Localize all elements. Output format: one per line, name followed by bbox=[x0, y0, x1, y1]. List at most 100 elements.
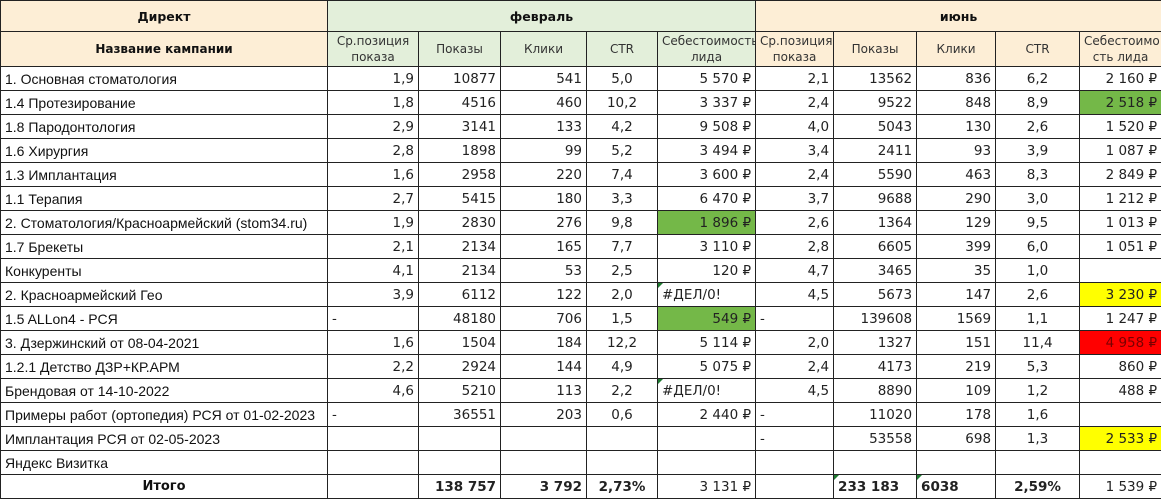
february-header[interactable]: февраль bbox=[326, 0, 757, 32]
jun-lead-cost-cell[interactable]: 3 230 ₽ bbox=[1079, 282, 1161, 307]
feb-clicks-cell[interactable] bbox=[500, 426, 587, 451]
feb-impressions-cell[interactable]: 5210 bbox=[418, 378, 501, 403]
feb-ctr-cell[interactable]: 4,9 bbox=[586, 354, 658, 379]
feb-avg-position-header[interactable]: Ср.позиция показа bbox=[327, 31, 419, 67]
feb-lead-cost-cell[interactable] bbox=[656, 426, 757, 451]
jun-clicks-cell[interactable] bbox=[916, 450, 997, 475]
jun-clicks-cell[interactable]: 698 bbox=[916, 426, 997, 451]
feb-ctr-cell[interactable]: 7,4 bbox=[586, 162, 658, 187]
jun-ctr-cell[interactable]: 9,5 bbox=[995, 210, 1081, 235]
jun-clicks-cell[interactable]: 178 bbox=[916, 402, 997, 427]
jun-avg-position-cell[interactable]: 2,4 bbox=[755, 162, 835, 187]
feb-ctr-cell[interactable]: 10,2 bbox=[586, 90, 658, 115]
jun-clicks-cell[interactable]: 151 bbox=[916, 330, 997, 355]
jun-avg-position-cell[interactable]: - bbox=[755, 426, 835, 451]
campaign-name-cell[interactable]: 3. Дзержинский от 08-04-2021 bbox=[0, 330, 328, 355]
jun-avg-position-cell[interactable]: 2,6 bbox=[755, 210, 835, 235]
jun-clicks-cell[interactable]: 147 bbox=[916, 282, 997, 307]
feb-avg-position-cell[interactable]: - bbox=[327, 306, 419, 331]
jun-impressions-cell[interactable]: 9688 bbox=[833, 186, 918, 211]
campaign-name-cell[interactable]: Примеры работ (ортопедия) РСЯ от 01-02-2… bbox=[0, 402, 328, 427]
jun-impressions-cell[interactable]: 13562 bbox=[833, 66, 918, 91]
jun-ctr-cell[interactable]: 1,6 bbox=[995, 402, 1081, 427]
jun-lead-cost-cell[interactable]: 4 958 ₽ bbox=[1079, 330, 1161, 355]
feb-impressions-header[interactable]: Показы bbox=[418, 31, 501, 67]
feb-lead-cost-cell[interactable]: 3 337 ₽ bbox=[656, 90, 757, 115]
feb-ctr-cell[interactable]: 4,2 bbox=[586, 114, 658, 139]
jun-avg-position-cell[interactable]: 3,4 bbox=[755, 138, 835, 163]
jun-clicks-cell[interactable]: 35 bbox=[916, 258, 997, 283]
feb-impressions-cell[interactable]: 10877 bbox=[418, 66, 501, 91]
feb-clicks-cell[interactable]: 184 bbox=[500, 330, 587, 355]
feb-lead-cost-cell[interactable]: 5 114 ₽ bbox=[656, 330, 757, 355]
feb-ctr-cell[interactable]: 7,7 bbox=[586, 234, 658, 259]
jun-ctr-cell[interactable]: 1,1 bbox=[995, 306, 1081, 331]
feb-lead-cost-cell[interactable]: 3 110 ₽ bbox=[656, 234, 757, 259]
feb-lead-cost-cell[interactable]: 2 440 ₽ bbox=[656, 402, 757, 427]
jun-avg-position-cell[interactable]: 3,7 bbox=[755, 186, 835, 211]
feb-ctr-cell[interactable]: 1,5 bbox=[586, 306, 658, 331]
campaign-name-cell[interactable]: 1.7 Брекеты bbox=[0, 234, 328, 259]
jun-clicks-header[interactable]: Клики bbox=[916, 31, 997, 67]
feb-ctr-cell[interactable]: 2,5 bbox=[586, 258, 658, 283]
feb-lead-cost-cell[interactable]: #ДЕЛ/0! bbox=[656, 378, 757, 403]
campaign-name-cell[interactable]: 1. Основная стоматология bbox=[0, 66, 328, 91]
feb-impressions-cell[interactable]: 2924 bbox=[418, 354, 501, 379]
jun-lead-cost-cell[interactable] bbox=[1079, 402, 1161, 427]
feb-clicks-cell[interactable]: 144 bbox=[500, 354, 587, 379]
jun-ctr-cell[interactable]: 8,9 bbox=[995, 90, 1081, 115]
jun-ctr-cell[interactable]: 6,0 bbox=[995, 234, 1081, 259]
feb-avg-position-cell[interactable] bbox=[327, 426, 419, 451]
jun-ctr-cell[interactable]: 5,3 bbox=[995, 354, 1081, 379]
feb-total-lead-cost[interactable]: 3 131 ₽ bbox=[656, 474, 757, 499]
feb-avg-position-cell[interactable]: 2,2 bbox=[327, 354, 419, 379]
jun-impressions-cell[interactable]: 9522 bbox=[833, 90, 918, 115]
campaign-name-cell[interactable]: 1.4 Протезирование bbox=[0, 90, 328, 115]
jun-ctr-cell[interactable]: 1,0 bbox=[995, 258, 1081, 283]
campaign-name-cell[interactable]: Конкуренты bbox=[0, 258, 328, 283]
jun-total-ctr[interactable]: 2,59% bbox=[995, 474, 1081, 499]
direct-header[interactable]: Директ bbox=[0, 0, 328, 32]
feb-ctr-cell[interactable]: 3,3 bbox=[586, 186, 658, 211]
feb-ctr-cell[interactable] bbox=[586, 450, 658, 475]
feb-clicks-header[interactable]: Клики bbox=[500, 31, 587, 67]
jun-total-impressions[interactable]: 233 183 bbox=[833, 474, 918, 499]
jun-ctr-cell[interactable]: 8,3 bbox=[995, 162, 1081, 187]
jun-impressions-cell[interactable]: 11020 bbox=[833, 402, 918, 427]
jun-lead-cost-cell[interactable]: 1 520 ₽ bbox=[1079, 114, 1161, 139]
campaign-name-cell[interactable]: 1.5 ALLon4 - РСЯ bbox=[0, 306, 328, 331]
feb-avg-position-cell[interactable]: 3,9 bbox=[327, 282, 419, 307]
jun-clicks-cell[interactable]: 290 bbox=[916, 186, 997, 211]
feb-lead-cost-cell[interactable]: 3 600 ₽ bbox=[656, 162, 757, 187]
feb-avg-position-cell[interactable]: - bbox=[327, 402, 419, 427]
feb-lead-cost-cell[interactable] bbox=[656, 450, 757, 475]
jun-avg-position-cell[interactable]: 2,1 bbox=[755, 66, 835, 91]
feb-avg-position-cell[interactable]: 1,6 bbox=[327, 162, 419, 187]
jun-lead-cost-cell[interactable]: 488 ₽ bbox=[1079, 378, 1161, 403]
feb-lead-cost-cell[interactable]: 120 ₽ bbox=[656, 258, 757, 283]
jun-impressions-cell[interactable]: 1364 bbox=[833, 210, 918, 235]
campaign-name-cell[interactable]: 2. Красноармейский Гео bbox=[0, 282, 328, 307]
campaign-name-cell[interactable]: Яндекс Визитка bbox=[0, 450, 328, 475]
feb-ctr-cell[interactable] bbox=[586, 426, 658, 451]
jun-avg-position-cell[interactable]: 2,8 bbox=[755, 234, 835, 259]
jun-ctr-cell[interactable]: 1,2 bbox=[995, 378, 1081, 403]
jun-lead-cost-cell[interactable]: 1 051 ₽ bbox=[1079, 234, 1161, 259]
jun-ctr-cell[interactable]: 1,3 bbox=[995, 426, 1081, 451]
feb-avg-position-cell[interactable]: 2,8 bbox=[327, 138, 419, 163]
jun-lead-cost-cell[interactable]: 1 087 ₽ bbox=[1079, 138, 1161, 163]
jun-lead-cost-cell[interactable]: 2 849 ₽ bbox=[1079, 162, 1161, 187]
feb-lead-cost-cell[interactable]: 5 570 ₽ bbox=[656, 66, 757, 91]
jun-impressions-cell[interactable]: 4173 bbox=[833, 354, 918, 379]
jun-lead-cost-cell[interactable] bbox=[1079, 450, 1161, 475]
feb-clicks-cell[interactable]: 53 bbox=[500, 258, 587, 283]
jun-total-lead-cost[interactable]: 1 539 ₽ bbox=[1079, 474, 1161, 499]
jun-lead-cost-cell[interactable]: 2 533 ₽ bbox=[1079, 426, 1161, 451]
feb-ctr-cell[interactable]: 5,0 bbox=[586, 66, 658, 91]
campaign-name-cell[interactable]: 1.8 Пародонтология bbox=[0, 114, 328, 139]
feb-lead-cost-cell[interactable]: #ДЕЛ/0! bbox=[656, 282, 757, 307]
feb-impressions-cell[interactable]: 3141 bbox=[418, 114, 501, 139]
feb-total-avg-position[interactable] bbox=[327, 474, 419, 499]
jun-clicks-cell[interactable]: 219 bbox=[916, 354, 997, 379]
campaign-name-cell[interactable]: Имплантация РСЯ от 02-05-2023 bbox=[0, 426, 328, 451]
